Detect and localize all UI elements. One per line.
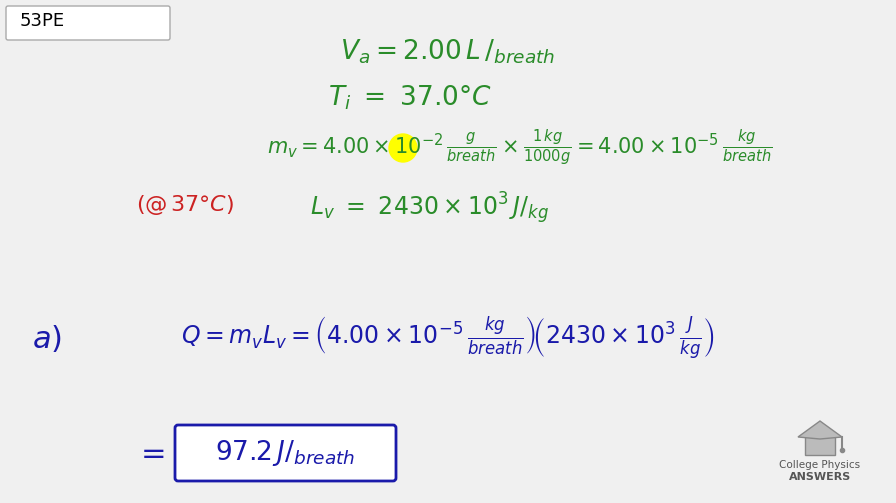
- FancyBboxPatch shape: [6, 6, 170, 40]
- Text: $(@\,37\degree C)$: $(@\,37\degree C)$: [136, 193, 234, 217]
- Text: $T_i \ = \ 37.0\degree C$: $T_i \ = \ 37.0\degree C$: [328, 84, 492, 112]
- Text: ANSWERS: ANSWERS: [788, 472, 851, 482]
- Text: $=$: $=$: [134, 439, 165, 467]
- Text: 53PE: 53PE: [20, 12, 65, 30]
- Polygon shape: [805, 435, 835, 455]
- Text: $m_v = 4.00\times10^{-2}\,\frac{g}{breath}\times\frac{1\,kg}{1000g} = 4.00\times: $m_v = 4.00\times10^{-2}\,\frac{g}{breat…: [267, 128, 772, 169]
- FancyBboxPatch shape: [175, 425, 396, 481]
- Text: $L_v \ = \ 2430\times10^{3}\,J/_{kg}$: $L_v \ = \ 2430\times10^{3}\,J/_{kg}$: [310, 190, 549, 226]
- Text: $a)$: $a)$: [32, 322, 62, 354]
- Text: $97.2\,J/_{breath}$: $97.2\,J/_{breath}$: [215, 438, 355, 468]
- Text: $V_a = 2.00\,L\,/_{breath}$: $V_a = 2.00\,L\,/_{breath}$: [340, 38, 556, 66]
- Text: $Q = m_v L_v = \left(4.00\times10^{-5}\,\frac{kg}{breath}\right)\!\left(2430\tim: $Q = m_v L_v = \left(4.00\times10^{-5}\,…: [181, 314, 715, 362]
- Text: College Physics: College Physics: [780, 460, 860, 470]
- Circle shape: [389, 134, 417, 162]
- Polygon shape: [798, 421, 842, 439]
